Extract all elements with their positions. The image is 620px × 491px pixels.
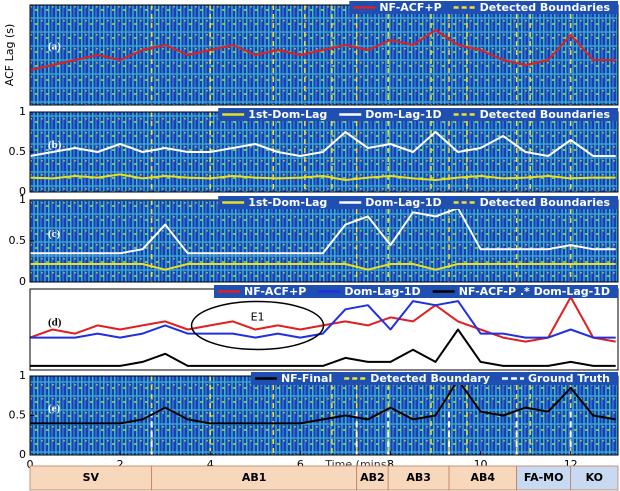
series-line: [29, 131, 616, 157]
panel-label: (b): [48, 139, 62, 151]
legend-background: [218, 196, 618, 209]
y-tick-label: 1: [19, 105, 26, 118]
x-tick-label: 8: [387, 458, 394, 471]
x-tick-label: 0: [27, 458, 34, 471]
y-tick-label: 0.5: [9, 409, 27, 422]
legend-label: Dom-Lag-1D: [344, 285, 420, 298]
legend-label: NF-ACF+P: [379, 1, 441, 14]
y-tick-label: 0: [19, 448, 26, 461]
legend-label: 1st-Dom-Lag: [248, 108, 327, 121]
legend-label: Detected Boundaries: [480, 1, 611, 14]
phase-label: AB1: [242, 471, 267, 484]
legend-label: Dom-Lag-1D: [365, 196, 441, 209]
legend: NF-ACF+P Detected Boundaries: [349, 1, 618, 14]
phase-segment: [356, 465, 389, 491]
series-line: [30, 207, 616, 255]
legend: 1st-Dom-Lag Dom-Lag-1D Detected Boundaries: [218, 108, 618, 121]
annotation-ellipse: [190, 300, 325, 351]
panel-label: (d): [48, 317, 62, 329]
legend-background: [250, 372, 618, 385]
y-tick-label: 1: [19, 369, 26, 382]
phase-segment: [29, 465, 153, 491]
phase-segment: [387, 465, 450, 491]
y-tick-label: 0.5: [9, 234, 27, 247]
series-line: [30, 378, 616, 425]
legend-label: 1st-Dom-Lag: [248, 196, 327, 209]
phase-label: KO: [586, 471, 603, 484]
legend-background: [213, 285, 618, 298]
x-tick-label: 2: [117, 458, 124, 471]
phase-segment: [448, 465, 518, 491]
phase-segment: [570, 465, 619, 491]
panel-label: (e): [48, 403, 61, 415]
legend-label: Detected Boundaries: [480, 196, 611, 209]
series-line: [30, 263, 616, 271]
spectrogram-background: [30, 200, 618, 282]
legend: NF-Final Detected Boundary Ground Truth: [250, 372, 618, 385]
x-tick-label: 6: [297, 458, 304, 471]
series-line: [29, 29, 616, 71]
series-line: [30, 300, 616, 339]
phase-label: FA-MO: [524, 471, 564, 484]
legend-label: NF-Final: [281, 372, 332, 385]
annotation: E1: [251, 310, 265, 323]
panel-label: (a): [48, 41, 61, 53]
phase-segment: [151, 465, 358, 491]
series-line: [30, 328, 616, 367]
series-line: [29, 296, 616, 343]
phase-label: AB4: [471, 471, 496, 484]
legend: 1st-Dom-Lag Dom-Lag-1D Detected Boundaries: [218, 196, 618, 209]
series-line: [29, 173, 616, 181]
phase-label: SV: [83, 471, 100, 484]
legend-label: Detected Boundaries: [480, 108, 611, 121]
legend-label: NF-ACF-P .* Dom-Lag-1D: [459, 285, 610, 298]
phase-segment: [516, 465, 572, 491]
y-tick-label: 0: [19, 275, 26, 288]
phase-label: AB3: [406, 471, 431, 484]
legend: NF-ACF+P Dom-Lag-1D NF-ACF-P .* Dom-Lag-1D: [213, 285, 618, 298]
phase-label: AB2: [360, 471, 385, 484]
y-axis-label: ACF Lag (s): [3, 24, 16, 87]
legend-label: Detected Boundary: [370, 372, 490, 385]
legend-label: Dom-Lag-1D: [365, 108, 441, 121]
y-tick-label: 1: [19, 193, 26, 206]
y-tick-label: 0.5: [9, 145, 27, 158]
legend-label: NF-ACF+P: [244, 285, 306, 298]
legend-background: [349, 1, 618, 14]
panel-label: (c): [48, 228, 61, 240]
y-tick-label: 0: [19, 185, 26, 198]
x-tick-label: 4: [207, 458, 214, 471]
spectrogram-background: [30, 5, 618, 105]
spectrogram-background: [30, 376, 618, 455]
legend-background: [218, 108, 618, 121]
legend-label: Ground Truth: [528, 372, 610, 385]
panel-border: [29, 4, 619, 106]
